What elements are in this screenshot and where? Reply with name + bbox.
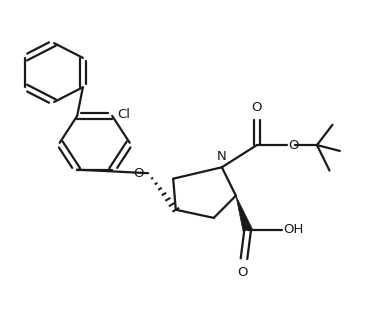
Text: O: O (288, 138, 299, 152)
Text: O: O (252, 101, 262, 114)
Text: Cl: Cl (118, 108, 131, 121)
Text: N: N (217, 150, 227, 163)
Text: OH: OH (283, 223, 304, 236)
Text: O: O (237, 266, 248, 279)
Text: O: O (133, 167, 144, 180)
Polygon shape (236, 196, 252, 231)
